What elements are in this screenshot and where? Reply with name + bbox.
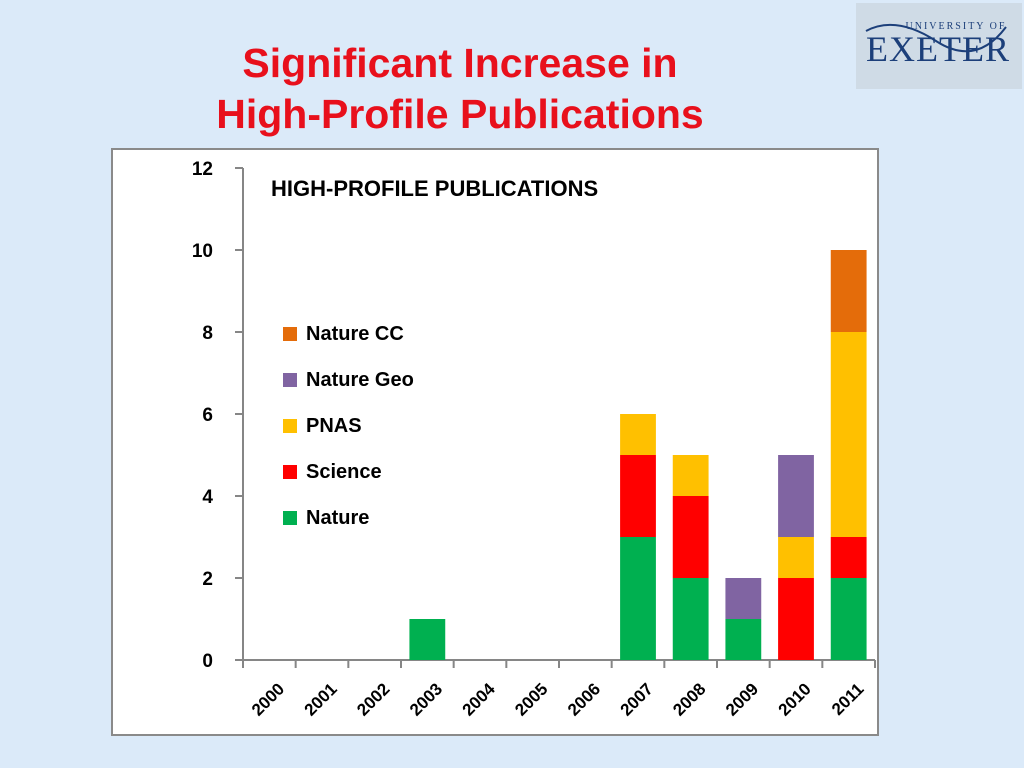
slide-title-line-2: High-Profile Publications [216,91,704,137]
chart-title: HIGH-PROFILE PUBLICATIONS [271,176,598,201]
chart-frame: 0 2 4 6 8 10 12 2000 2001 2002 2003 2004 2005 2006 200… [111,148,879,736]
x-tick-label: 2006 [564,679,604,719]
bar-nature [620,537,656,660]
legend-swatch [283,465,297,479]
bar-nature [725,619,762,660]
slide-title-line-1: Significant Increase in [242,40,678,86]
bar-science [830,537,867,578]
bar-pnas [778,537,814,578]
x-tick-label: 2003 [406,679,446,719]
logo-swoosh-icon [865,24,1007,53]
x-tick-label: 2004 [459,679,500,720]
y-tick-label: 4 [202,487,213,508]
legend-swatch [283,327,297,341]
legend-swatch [283,373,297,387]
logo-main-text: EXETER [866,29,1010,69]
bar-nature-geo [778,455,814,537]
x-tick-label: 2008 [669,679,709,719]
logo-top-text: UNIVERSITY OF [906,21,1007,32]
legend-swatch [283,419,297,433]
x-tick-label: 2000 [248,679,288,719]
bar-nature-cc [830,250,867,332]
bar-nature [409,619,446,660]
y-tick-label: 12 [192,159,213,180]
y-tick-label: 2 [202,569,213,590]
x-tick-label: 2009 [722,679,762,719]
bar-science [620,455,656,537]
bar-nature-geo [725,578,762,619]
x-tick-label: 2002 [353,679,393,719]
x-tick-label: 2007 [617,679,657,719]
bar-nature [672,578,709,660]
x-tick-label: 2005 [511,679,551,719]
legend-label: Science [306,461,382,483]
legend-label: Nature CC [306,323,404,345]
bar-pnas [672,455,709,496]
bar-science [672,496,709,578]
x-tick-label: 2001 [301,679,341,719]
y-tick-label: 0 [202,651,213,672]
x-tick-label: 2010 [775,679,815,719]
x-tick-label: 2011 [828,679,868,719]
y-tick-label: 6 [202,405,213,426]
y-tick-label: 10 [192,241,213,262]
legend-swatch [283,511,297,525]
bar-pnas [830,332,867,537]
chart: 0 2 4 6 8 10 12 2000 2001 2002 2003 2004 2005 2006 200… [192,159,876,720]
y-tick-label: 8 [202,323,213,344]
legend-label: PNAS [306,415,362,437]
slide-title: Significant Increase in High-Profile Pub… [120,38,800,140]
university-logo: UNIVERSITY OF EXETER [856,3,1022,89]
bar-nature [830,578,867,660]
bar-science [778,578,814,660]
legend-label: Nature Geo [306,369,414,391]
bar-pnas [620,414,656,455]
legend-label: Nature [306,507,369,529]
